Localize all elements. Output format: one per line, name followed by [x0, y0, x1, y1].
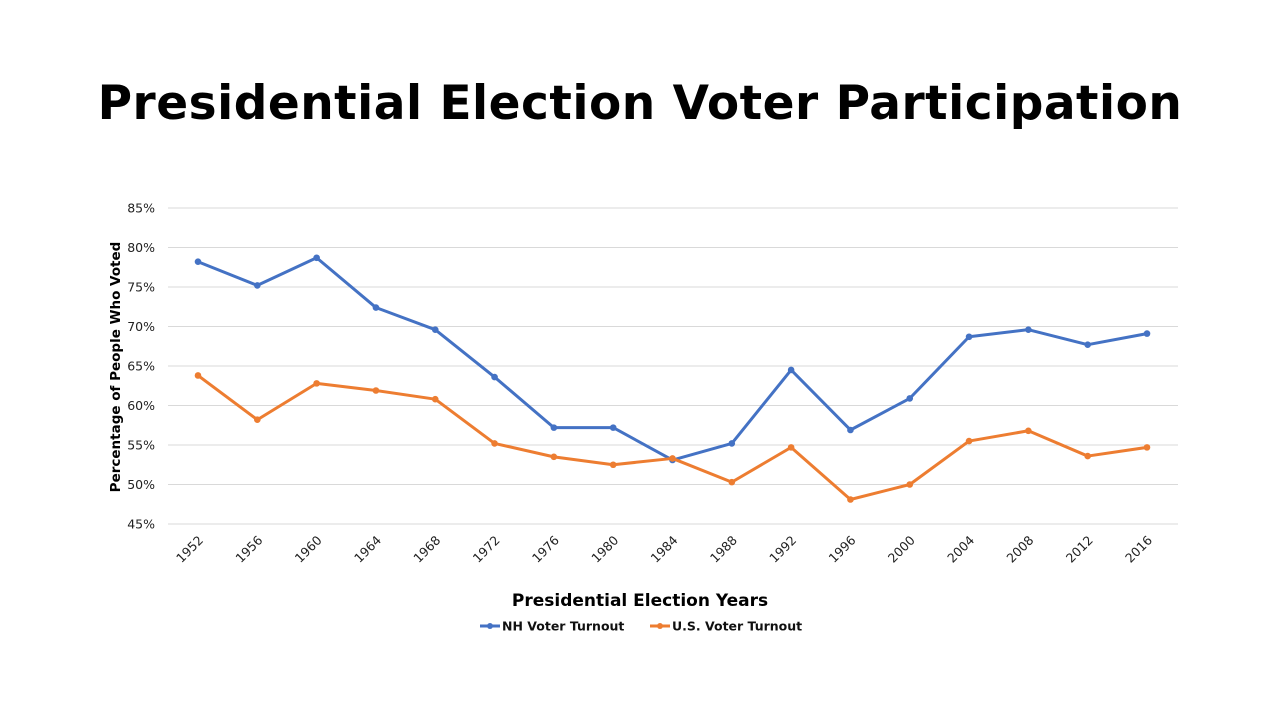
- x-tick-label: 1992: [766, 533, 799, 566]
- data-point: [1025, 326, 1032, 333]
- y-tick-label: 65%: [127, 359, 155, 374]
- data-point: [313, 254, 320, 262]
- data-point: [1025, 427, 1032, 435]
- series-line: [196, 373, 1149, 502]
- data-point: [787, 444, 795, 451]
- x-tick-label: 1976: [529, 532, 562, 565]
- x-tick-label: 1952: [173, 533, 206, 566]
- x-tick-label: 1984: [648, 532, 681, 565]
- data-point: [669, 455, 676, 462]
- y-tick-label: 50%: [127, 477, 155, 492]
- legend-item: NH Voter Turnout: [480, 619, 624, 634]
- data-point: [372, 387, 380, 394]
- data-point: [491, 373, 498, 381]
- data-point: [847, 426, 854, 434]
- data-point: [313, 380, 320, 387]
- series-nh: [194, 254, 1151, 464]
- y-tick-label: 45%: [127, 517, 155, 532]
- legend-label: U.S. Voter Turnout: [672, 619, 802, 634]
- x-tick-label: 1956: [232, 532, 265, 565]
- data-point: [372, 304, 380, 311]
- y-tick-label: 80%: [127, 240, 155, 255]
- x-tick-label: 1980: [588, 532, 621, 565]
- chart-title: Presidential Election Voter Participatio…: [97, 76, 1183, 131]
- x-tick-label: 2012: [1063, 533, 1096, 566]
- series-line: [196, 256, 1149, 462]
- gridlines: [168, 207, 1178, 525]
- data-point: [847, 496, 854, 503]
- data-point: [965, 437, 973, 445]
- data-point: [254, 282, 261, 289]
- data-point: [965, 333, 973, 341]
- x-tick-label: 2008: [1003, 532, 1036, 565]
- y-axis-title: Percentage of People Who Voted: [108, 242, 124, 493]
- x-tick-label: 1964: [351, 532, 384, 565]
- x-axis-ticks: 1952 1956 1960 1964 1968 1972 1976 1980 1984 1988…: [173, 532, 1155, 565]
- y-tick-label: 55%: [127, 438, 155, 453]
- data-point: [550, 453, 558, 461]
- x-tick-label: 2000: [885, 532, 918, 565]
- data-point: [431, 326, 439, 333]
- data-point: [906, 395, 914, 402]
- legend-dot-marker: [487, 623, 493, 629]
- legend-dot-marker: [657, 623, 663, 629]
- data-point: [254, 416, 261, 424]
- data-point: [728, 478, 736, 486]
- y-tick-label: 85%: [127, 201, 155, 216]
- y-axis-ticks: 45% 50% 55% 60% 65% 70% 75% 80% 85%: [127, 201, 155, 532]
- y-tick-label: 60%: [127, 398, 155, 413]
- data-point: [194, 372, 202, 379]
- y-tick-label: 70%: [127, 319, 155, 334]
- data-point: [1084, 452, 1091, 460]
- series-group: [194, 254, 1151, 503]
- x-tick-label: 1968: [410, 532, 443, 565]
- x-tick-label: 1988: [707, 532, 740, 565]
- data-point: [194, 258, 202, 266]
- data-point: [1143, 330, 1151, 337]
- data-point: [491, 440, 498, 447]
- y-tick-label: 75%: [127, 280, 155, 295]
- series-us: [194, 372, 1151, 503]
- data-point: [609, 424, 617, 431]
- data-point: [609, 461, 617, 469]
- x-tick-label: 1960: [292, 532, 325, 565]
- x-tick-label: 1996: [825, 532, 858, 565]
- x-tick-label: 2016: [1122, 532, 1155, 565]
- data-point: [906, 481, 914, 488]
- data-point: [787, 366, 795, 374]
- data-point: [431, 395, 439, 403]
- legend-label: NH Voter Turnout: [502, 619, 624, 634]
- legend: NH Voter Turnout U.S. Voter Turnout: [480, 619, 802, 634]
- data-point: [550, 424, 558, 431]
- data-point: [728, 440, 736, 447]
- x-tick-label: 2004: [944, 532, 977, 565]
- data-point: [1143, 444, 1151, 451]
- data-point: [1084, 341, 1091, 348]
- x-tick-label: 1972: [470, 533, 503, 566]
- x-axis-title: Presidential Election Years: [512, 591, 768, 611]
- legend-item: U.S. Voter Turnout: [650, 619, 802, 634]
